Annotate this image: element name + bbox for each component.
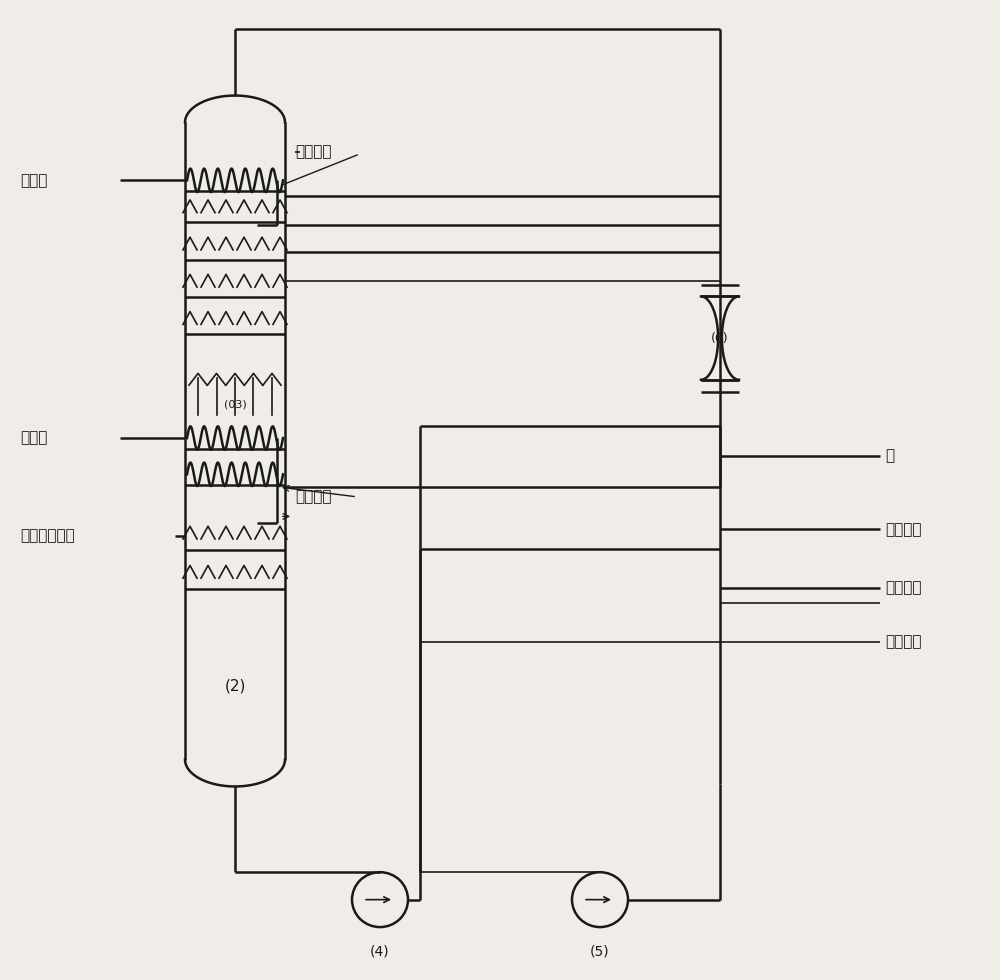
Text: (2): (2) — [224, 678, 246, 694]
Text: 去后系统: 去后系统 — [885, 634, 922, 650]
Text: (4): (4) — [370, 945, 390, 958]
Text: 酸: 酸 — [885, 448, 894, 464]
Text: 去后系统: 去后系统 — [885, 580, 922, 596]
Text: 补充水: 补充水 — [20, 172, 47, 188]
Text: (5): (5) — [590, 945, 610, 958]
Text: 除沫塔盘: 除沫塔盘 — [295, 144, 332, 160]
Text: 反应生成气体: 反应生成气体 — [20, 528, 75, 544]
Text: 去后系统: 去后系统 — [885, 521, 922, 537]
Text: 补充水: 补充水 — [20, 430, 47, 446]
Text: (6): (6) — [711, 331, 729, 345]
Text: 除沫塔盘: 除沫塔盘 — [295, 489, 332, 505]
Text: (03): (03) — [224, 400, 246, 410]
